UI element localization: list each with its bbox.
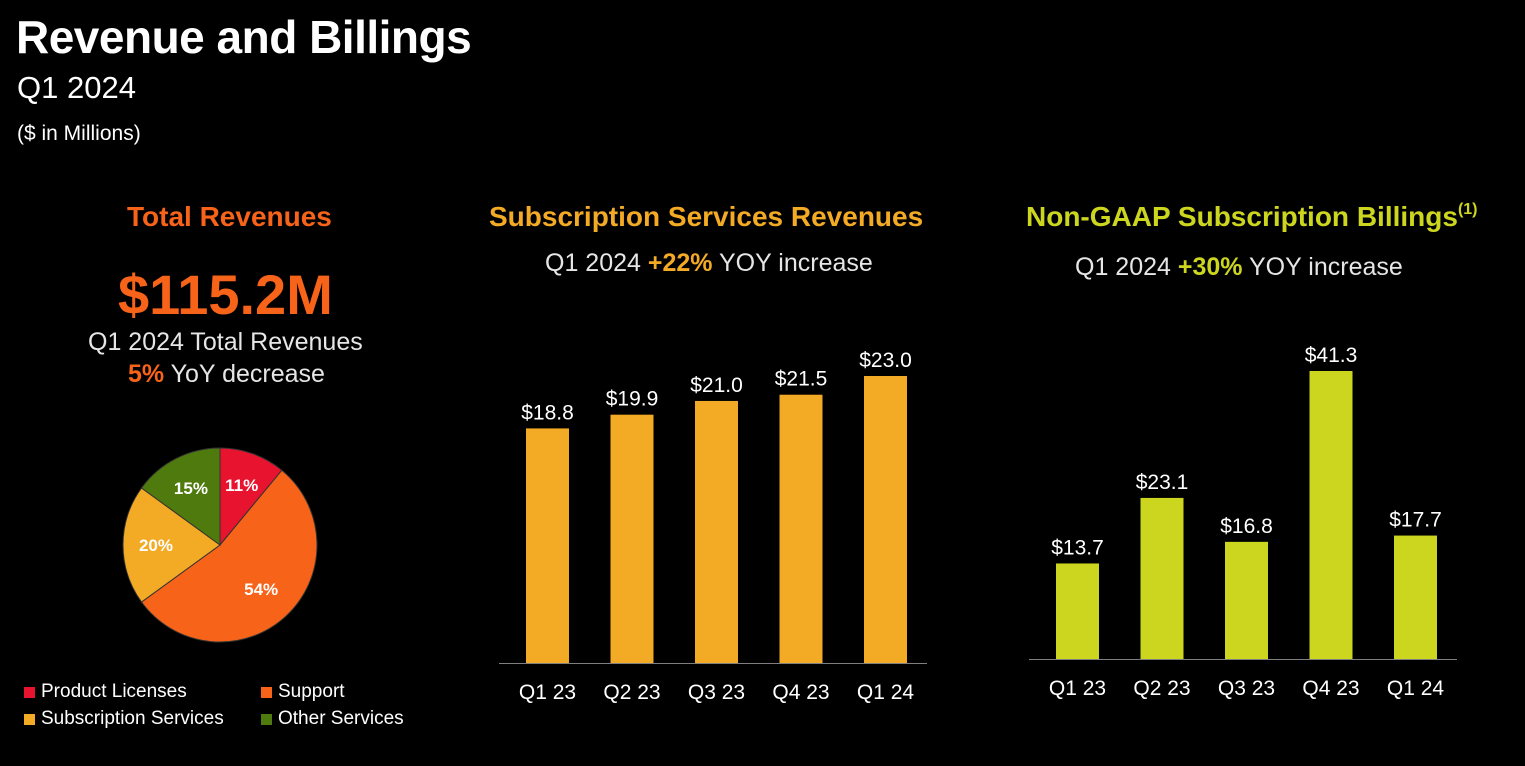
pie-slice <box>140 469 318 643</box>
x-tick-label: Q2 23 <box>1133 677 1190 700</box>
legend-item-product-licenses: Product Licenses <box>24 681 187 703</box>
pie-slice-label: 54% <box>244 580 278 599</box>
subscription-billings-title-text: Non-GAAP Subscription Billings <box>1026 201 1458 232</box>
yoy-suffix: YOY increase <box>1242 253 1403 281</box>
subscription-revenues-bar-chart: $18.8 Q1 23 $19.9 Q2 23 $21.0 Q3 23 $21.5 Q4 23… <box>499 349 927 704</box>
yoy-prefix: Q1 2024 <box>545 249 648 277</box>
bar-value-label: $21.0 <box>690 374 743 397</box>
subscription-billings-yoy: Q1 2024 +30% YOY increase <box>1075 253 1403 282</box>
legend-item-subscription-services: Subscription Services <box>24 708 224 730</box>
bar <box>1225 541 1268 659</box>
legend-item-other-services: Other Services <box>261 708 404 730</box>
total-revenues-change-pct: 5% <box>128 360 165 388</box>
bar-value-label: $18.8 <box>521 401 574 424</box>
units-note: ($ in Millions) <box>17 122 141 145</box>
subscription-revenues-title: Subscription Services Revenues <box>489 201 924 232</box>
x-tick-label: Q1 23 <box>1049 677 1106 700</box>
pie-slice <box>219 447 283 547</box>
yoy-pct: +30% <box>1177 253 1243 281</box>
subscription-billings-bar-chart: $13.7 Q1 23 $23.1 Q2 23 $16.8 Q3 23 $41.3 Q4 23… <box>1029 344 1457 700</box>
footnote-marker: (1) <box>1457 201 1478 218</box>
bar-value-label: $16.8 <box>1220 515 1273 538</box>
subscription-revenues-yoy: Q1 2024 +22% YOY increase <box>545 249 873 278</box>
bar <box>864 376 907 663</box>
bar-value-label: $21.5 <box>775 368 828 391</box>
x-tick-label: Q4 23 <box>1302 677 1359 700</box>
x-tick-label: Q3 23 <box>1218 677 1275 700</box>
legend-swatch <box>24 713 35 725</box>
total-revenues-amount: $115.2M <box>118 263 333 326</box>
pie-slice <box>122 487 221 603</box>
subscription-billings-title: Non-GAAP Subscription Billings(1) <box>1026 201 1478 233</box>
legend-label: Subscription Services <box>41 708 224 729</box>
legend-swatch <box>24 686 35 698</box>
bar <box>1140 497 1184 659</box>
x-tick-label: Q1 23 <box>519 681 576 704</box>
page-subtitle: Q1 2024 <box>17 70 136 105</box>
revenue-mix-pie-chart: 11% 54% 20% 15% <box>122 447 318 643</box>
bar <box>1056 563 1099 659</box>
legend-swatch <box>261 713 272 725</box>
bar-value-label: $19.9 <box>606 388 659 411</box>
x-tick-label: Q1 24 <box>857 681 915 704</box>
legend-label: Other Services <box>278 708 404 729</box>
bar <box>526 428 569 663</box>
legend-label: Product Licenses <box>41 681 187 702</box>
yoy-prefix: Q1 2024 <box>1075 253 1178 281</box>
x-tick-label: Q4 23 <box>772 681 829 704</box>
pie-slice-label: 15% <box>174 479 208 498</box>
bar-value-label: $23.1 <box>1136 471 1189 494</box>
x-tick-label: Q2 23 <box>603 681 660 704</box>
bar <box>1309 371 1353 659</box>
bar-value-label: $13.7 <box>1051 536 1104 559</box>
bar <box>695 400 738 663</box>
yoy-pct: +22% <box>647 249 713 277</box>
total-revenues-change: 5% YoY decrease <box>128 360 325 389</box>
pie-slice <box>140 447 221 546</box>
bar-value-label: $17.7 <box>1389 509 1442 532</box>
bar <box>1394 535 1437 659</box>
legend-item-support: Support <box>261 681 345 703</box>
total-revenues-caption: Q1 2024 Total Revenues <box>88 328 363 356</box>
page-title: Revenue and Billings <box>16 11 472 63</box>
pie-slice-label: 11% <box>225 476 258 495</box>
pie-slice-label: 20% <box>139 536 173 555</box>
legend-swatch <box>261 686 272 698</box>
legend-label: Support <box>278 681 345 702</box>
x-tick-label: Q3 23 <box>688 681 745 704</box>
bar-value-label: $23.0 <box>859 349 912 372</box>
total-revenues-change-text: YoY decrease <box>164 360 325 388</box>
total-revenues-title: Total Revenues <box>127 201 332 232</box>
x-tick-label: Q1 24 <box>1387 677 1445 700</box>
bar-value-label: $41.3 <box>1305 344 1358 367</box>
bar <box>610 414 654 663</box>
bar <box>779 394 823 663</box>
yoy-suffix: YOY increase <box>712 249 873 277</box>
